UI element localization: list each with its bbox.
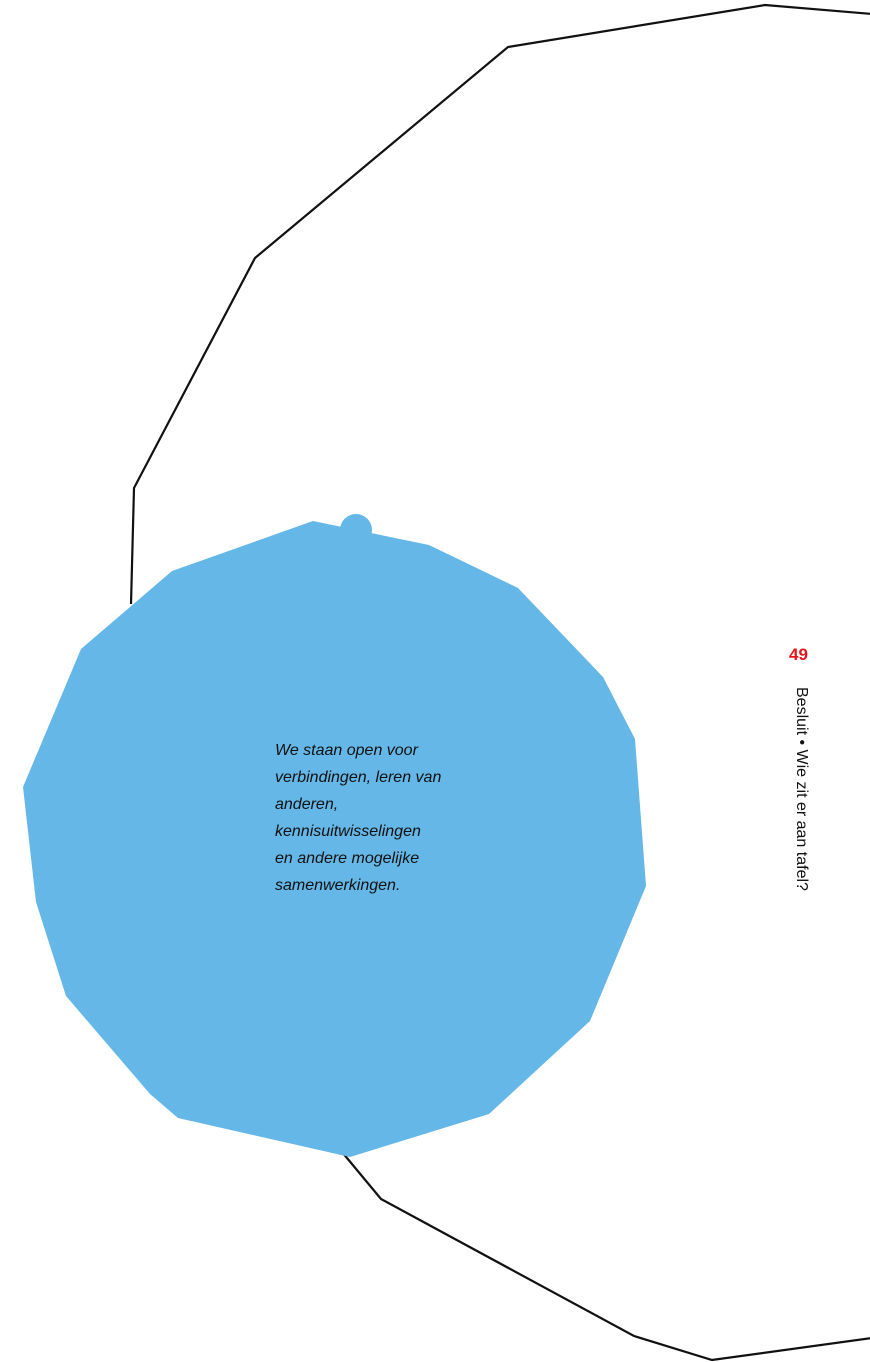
outline-polygon xyxy=(129,3,870,605)
page-number: 49 xyxy=(789,645,808,664)
outline-polygon-lower xyxy=(341,1151,870,1362)
running-head: Besluit • Wie zit er aan tafel? xyxy=(793,687,810,891)
quote-line: We staan open voor xyxy=(275,742,418,759)
quote-line: anderen, xyxy=(275,796,339,813)
blue-dot xyxy=(340,514,372,546)
quote-line: verbindingen, leren van xyxy=(275,769,442,786)
blue-polygon-shape xyxy=(23,521,646,1157)
quote-text: We staan open voor verbindingen, leren v… xyxy=(275,737,505,899)
quote-line: kennisuitwisselingen xyxy=(275,823,421,840)
quote-line: en andere mogelijke xyxy=(275,850,420,867)
quote-line: samenwerkingen. xyxy=(275,877,401,894)
